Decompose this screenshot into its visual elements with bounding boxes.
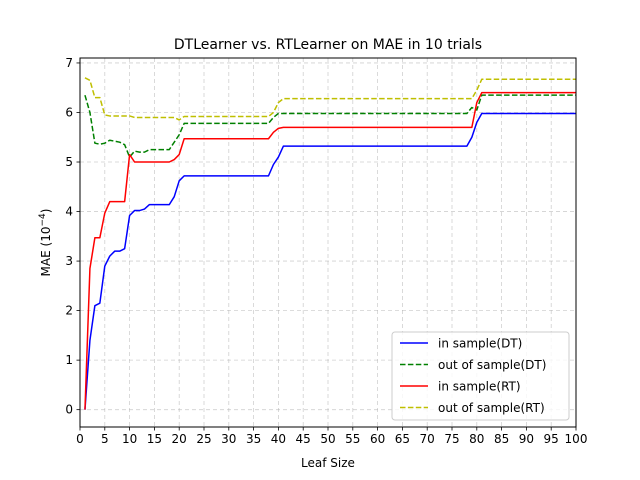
x-tick-label: 70 xyxy=(420,432,435,446)
y-tick-label: 5 xyxy=(65,155,73,169)
legend-box xyxy=(391,331,570,421)
y-tick-label: 6 xyxy=(65,105,73,119)
y-axis-label: MAE (10−4) xyxy=(38,209,53,277)
y-tick-label: 2 xyxy=(65,304,73,318)
y-tick-label: 3 xyxy=(65,254,73,268)
series-line-0 xyxy=(84,112,576,410)
y-tick-label: 1 xyxy=(65,353,73,367)
x-tick-label: 50 xyxy=(320,432,335,446)
x-tick-label: 5 xyxy=(101,432,109,446)
series-line-1 xyxy=(84,94,576,158)
legend-label-2: in sample(RT) xyxy=(438,380,521,394)
x-tick-label: 45 xyxy=(296,432,311,446)
y-tick-label: 7 xyxy=(65,56,73,70)
legend-label-1: out of sample(DT) xyxy=(438,358,546,372)
x-tick-label: 85 xyxy=(494,432,509,446)
x-tick-label: 30 xyxy=(221,432,236,446)
series-lines xyxy=(84,77,576,410)
x-tick-label: 10 xyxy=(122,432,137,446)
x-tick-label: 55 xyxy=(345,432,360,446)
series-line-3 xyxy=(84,77,576,121)
x-tick-label: 90 xyxy=(519,432,534,446)
x-tick-label: 100 xyxy=(565,432,588,446)
x-axis-label: Leaf Size xyxy=(301,456,355,470)
x-tick-label: 15 xyxy=(147,432,162,446)
x-tick-label: 25 xyxy=(196,432,211,446)
x-tick-label: 65 xyxy=(395,432,410,446)
x-tick-label: 20 xyxy=(172,432,187,446)
x-tick-label: 95 xyxy=(544,432,559,446)
y-axis-label-close: ) xyxy=(39,209,53,214)
y-axis-label-main: MAE (10 xyxy=(39,227,53,277)
legend-label-0: in sample(DT) xyxy=(438,337,522,351)
y-tick-label: 0 xyxy=(65,403,73,417)
x-tick-label: 75 xyxy=(444,432,459,446)
legend-label-3: out of sample(RT) xyxy=(438,401,545,415)
x-tick-label: 60 xyxy=(370,432,385,446)
y-tick-label: 4 xyxy=(65,205,73,219)
x-axis-ticks: 0 5 10 15 20 25 30 35 40 45 50 55 60 65 70 75 80 85 90 95 10… xyxy=(76,427,587,446)
x-tick-label: 0 xyxy=(76,432,84,446)
chart-title: DTLearner vs. RTLearner on MAE in 10 tri… xyxy=(174,37,482,53)
x-tick-label: 40 xyxy=(271,432,286,446)
y-axis-ticks: 0 1 2 3 4 5 6 7 xyxy=(65,56,80,417)
x-tick-label: 35 xyxy=(246,432,261,446)
y-axis-label-exponent: −4 xyxy=(38,213,48,227)
legend: in sample(DT) out of sample(DT) in sample(… xyxy=(391,331,570,421)
series-line-2 xyxy=(84,91,576,410)
x-tick-label: 80 xyxy=(469,432,484,446)
